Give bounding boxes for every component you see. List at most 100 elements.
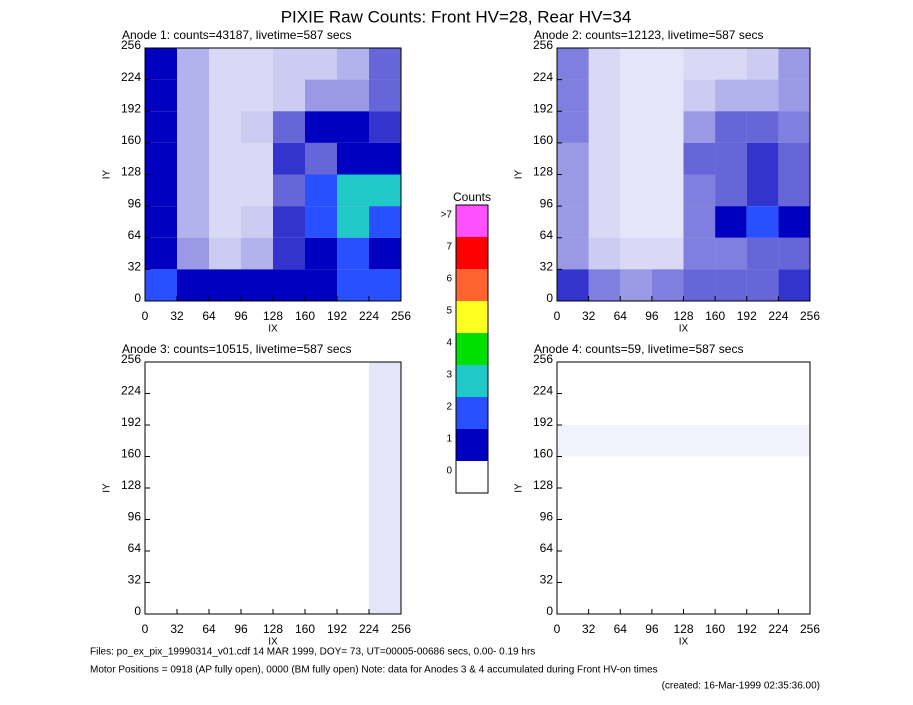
heat-cell xyxy=(778,488,810,520)
y-tick-label: 192 xyxy=(533,415,553,429)
heat-cell xyxy=(778,206,810,238)
heat-cell xyxy=(684,362,716,394)
heat-cell xyxy=(305,269,337,301)
heat-cell xyxy=(177,551,209,583)
heat-cell xyxy=(589,394,621,426)
heat-cell xyxy=(557,111,589,143)
heat-cell xyxy=(209,79,241,112)
heat-cell xyxy=(778,583,810,615)
heat-cell xyxy=(651,174,684,207)
heat-cell xyxy=(715,206,747,238)
colorbar-tick-label: 6 xyxy=(446,274,452,285)
heat-cell xyxy=(369,488,401,520)
heat-cell xyxy=(337,425,369,457)
heat-cell xyxy=(305,488,337,520)
heat-cell xyxy=(241,48,273,80)
heat-cell xyxy=(305,142,337,175)
heat-cell xyxy=(305,551,337,583)
x-tick-label: 160 xyxy=(705,309,725,323)
heat-cell xyxy=(557,48,589,80)
heat-cell xyxy=(588,79,621,112)
colorbar-tick-label: 4 xyxy=(446,338,452,349)
x-tick-label: 64 xyxy=(614,622,628,636)
heat-cell xyxy=(209,520,241,552)
heat-cell xyxy=(369,79,401,112)
heat-cell xyxy=(209,142,241,175)
heat-cell xyxy=(209,583,241,615)
heat-cell xyxy=(177,237,209,270)
heat-cell xyxy=(305,48,337,80)
heat-cell xyxy=(241,142,273,175)
y-tick-label: 256 xyxy=(533,38,553,52)
heat-cell xyxy=(715,520,747,552)
footer-motor: Motor Positions = 0918 (AP fully open), … xyxy=(90,665,658,676)
heat-cell xyxy=(145,457,177,489)
heat-cell xyxy=(715,551,747,583)
heat-cell xyxy=(177,79,209,112)
heat-cell xyxy=(273,206,305,238)
heat-cell xyxy=(145,48,177,80)
heat-cell xyxy=(557,174,589,207)
heat-cell xyxy=(337,174,369,207)
heat-cell xyxy=(337,142,369,175)
heat-cell xyxy=(241,425,273,457)
heat-cell xyxy=(778,48,810,80)
colorbar-cell xyxy=(456,397,488,429)
heat-cell xyxy=(683,237,716,270)
x-tick-label: 96 xyxy=(234,309,248,323)
heat-cell xyxy=(241,362,273,394)
x-tick-label: 128 xyxy=(673,309,693,323)
colorbar-tick-label: 7 xyxy=(446,242,452,253)
heat-cell xyxy=(588,142,621,175)
heat-cell xyxy=(651,142,684,175)
heat-cell xyxy=(337,551,369,583)
heat-cell xyxy=(209,362,241,394)
heat-cell xyxy=(684,520,716,552)
heat-cell xyxy=(209,551,241,583)
heat-cell xyxy=(209,425,241,457)
heat-cell xyxy=(241,269,273,301)
colorbar-tick-label: >7 xyxy=(441,210,453,221)
heat-cell xyxy=(683,48,716,80)
heat-cell xyxy=(588,111,621,143)
heat-cell xyxy=(305,111,337,143)
heat-cell xyxy=(241,206,273,238)
heat-cell xyxy=(620,488,652,520)
heat-cell xyxy=(589,488,621,520)
x-tick-label: 0 xyxy=(554,309,561,323)
heat-cell xyxy=(620,457,652,489)
y-tick-label: 160 xyxy=(533,447,553,461)
y-tick-label: 96 xyxy=(128,196,142,210)
heat-cell xyxy=(145,79,177,112)
heat-cell xyxy=(746,111,779,143)
x-tick-label: 32 xyxy=(582,622,596,636)
y-tick-label: 0 xyxy=(546,604,553,618)
x-axis-label: IX xyxy=(679,324,689,335)
heat-cell xyxy=(241,583,273,615)
heat-cell xyxy=(305,457,337,489)
heat-cell xyxy=(746,269,779,301)
heat-cell xyxy=(369,362,401,394)
heat-cell xyxy=(145,394,177,426)
heat-cell xyxy=(145,520,177,552)
y-tick-label: 128 xyxy=(121,165,141,179)
heat-cell xyxy=(241,457,273,489)
panel-title: Anode 2: counts=12123, livetime=587 secs xyxy=(534,28,764,42)
heat-cell xyxy=(145,488,177,520)
heat-cell xyxy=(620,551,652,583)
heat-cell xyxy=(557,237,589,270)
y-tick-label: 256 xyxy=(121,38,141,52)
heat-cell xyxy=(620,48,652,80)
heat-cell xyxy=(305,79,337,112)
heat-cell xyxy=(620,394,652,426)
panel-title: Anode 3: counts=10515, livetime=587 secs xyxy=(122,342,352,356)
heat-cell xyxy=(715,237,747,270)
y-tick-label: 32 xyxy=(540,260,554,274)
heat-cell xyxy=(177,174,209,207)
colorbar-tick-label: 2 xyxy=(446,402,452,413)
heat-cell xyxy=(337,583,369,615)
heat-cell xyxy=(209,488,241,520)
y-tick-label: 224 xyxy=(121,384,141,398)
y-tick-label: 0 xyxy=(134,604,141,618)
heat-cell xyxy=(145,111,177,143)
